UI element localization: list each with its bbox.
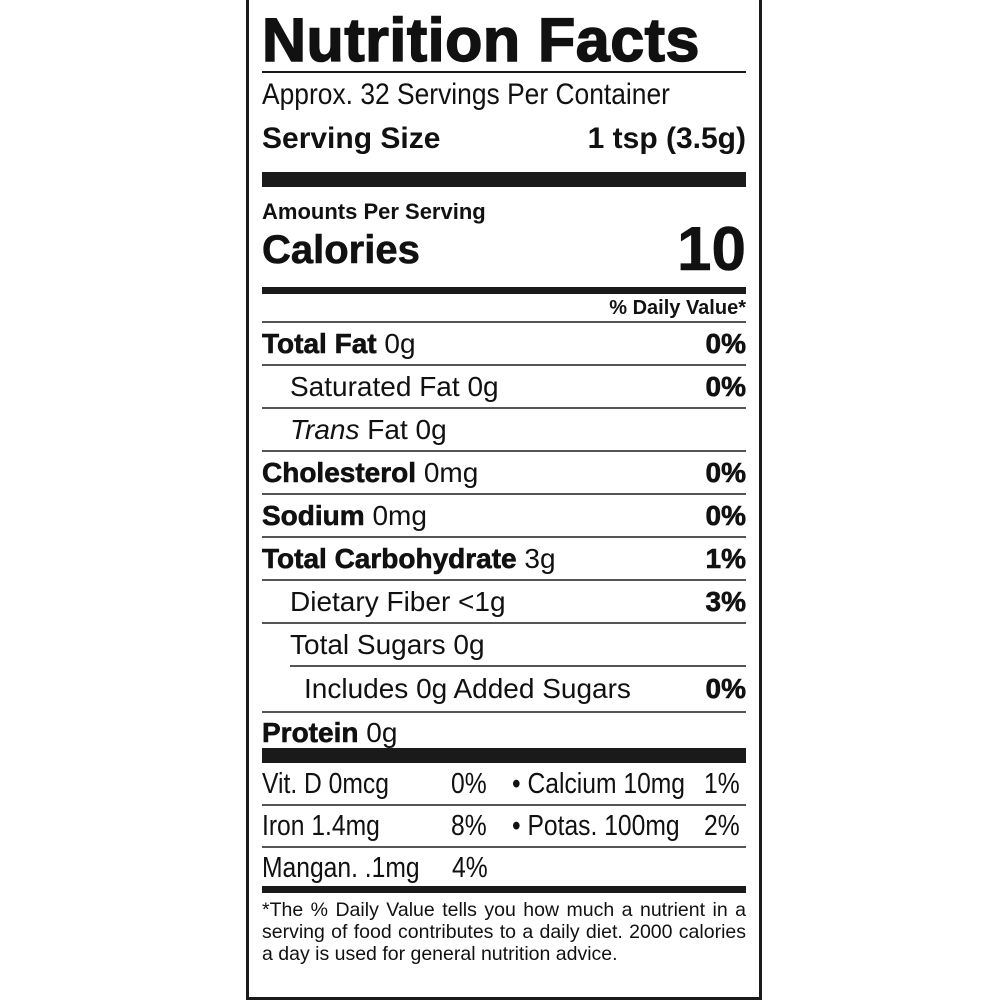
thick-divider (262, 172, 746, 187)
vitamin-row: Mangan. .1mg 4% (262, 852, 488, 884)
daily-value-header: % Daily Value* (609, 297, 746, 319)
nutrient-row-total-sugars: Total Sugars 0g (290, 628, 485, 660)
calories-row: Calories 10 (262, 215, 747, 284)
nutrient-row-trans-fat: Trans Fat 0g (290, 413, 447, 445)
nutrient-row-total-carbohydrate: Total Carbohydrate 3g 1% (262, 542, 747, 574)
serving-size-row: Serving Size 1 tsp (3.5g) (262, 119, 746, 159)
divider (262, 71, 746, 73)
nutrient-row-saturated-fat: Saturated Fat 0g 0% (290, 370, 746, 402)
nutrient-row-dietary-fiber: Dietary Fiber <1g 3% (290, 585, 746, 617)
label-title: Nutrition Facts (261, 5, 700, 75)
footnote: *The % Daily Value tells you how much a … (262, 899, 746, 965)
vitamin-list: Vit. D 0mcg 0% • Calcium 10mg 1% Iron 1.4mg… (262, 764, 746, 888)
nutrient-row-cholesterol: Cholesterol 0mg 0% (262, 456, 747, 488)
calories-value: 10 (677, 215, 747, 284)
nutrient-list: Total Fat 0g 0% Saturated Fat 0g 0% Trans … (262, 321, 746, 753)
vitamin-row: Vit. D 0mcg 0% • Calcium 10mg 1% (262, 768, 740, 800)
vitamin-row: Iron 1.4mg 8% • Potas. 100mg 2% (262, 810, 740, 842)
thick-divider (262, 748, 746, 763)
nutrient-row-sodium: Sodium 0mg 0% (262, 499, 747, 531)
amounts-per-serving: Amounts Per Serving (262, 199, 486, 224)
servings-per-container: Approx. 32 Servings Per Container (262, 78, 670, 111)
calories-label: Calories (262, 228, 420, 273)
nutrition-facts-label: Nutrition Facts Approx. 32 Servings Per … (246, 0, 762, 1000)
nutrient-row-total-fat: Total Fat 0g 0% (262, 327, 747, 359)
medium-divider (262, 287, 746, 294)
nutrient-row-protein: Protein 0g (262, 717, 398, 749)
medium-divider (262, 886, 746, 893)
serving-size-value: 1 tsp (3.5g) (587, 122, 746, 155)
nutrient-row-added-sugars: Includes 0g Added Sugars 0% (304, 673, 746, 705)
serving-size-label: Serving Size (262, 122, 441, 155)
